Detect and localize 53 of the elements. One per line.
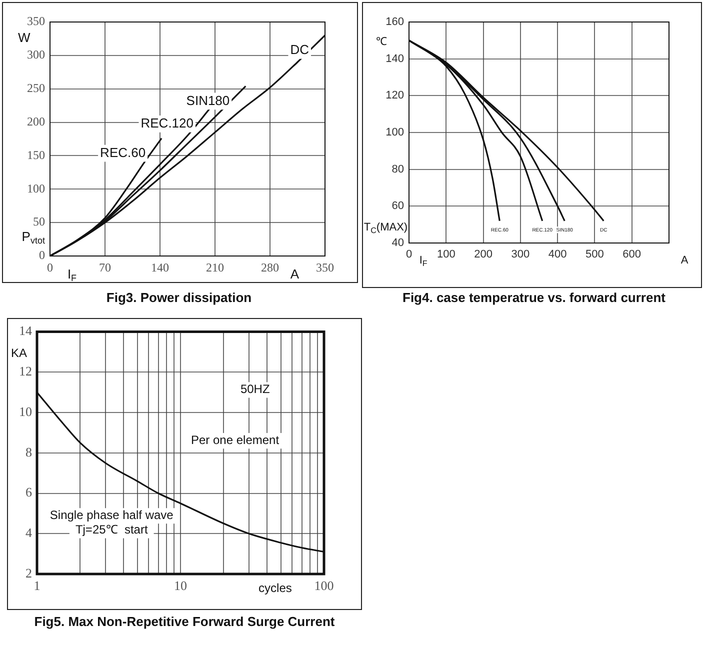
series-label: REC.60 (100, 144, 146, 160)
y-tick-label: 350 (27, 14, 45, 28)
x-tick-label: 0 (406, 248, 412, 261)
x-tick-label: 10 (174, 578, 187, 594)
x-tick-label: 100 (314, 578, 334, 594)
text: Fig3. Power dissipation (105, 290, 253, 305)
x-tick-label: 70 (99, 260, 111, 274)
y-tick-label: 60 (392, 200, 404, 212)
annotation: Per one element (191, 433, 280, 448)
y-tick-label: 100 (27, 181, 45, 196)
y-tick-label: 200 (27, 114, 45, 128)
y-tick-label: 10 (19, 404, 32, 419)
x-axis-title: A (680, 254, 689, 267)
series-label: REC.120 (140, 115, 194, 130)
x-tick-label: 200 (474, 248, 492, 261)
text: Fig5. Max Non-Repetitive Forward Surge Current (33, 614, 336, 629)
y-tick-label: 4 (26, 525, 32, 540)
x-tick-label: 300 (511, 248, 530, 261)
series-label: DC (290, 42, 310, 57)
y-tick-label: 250 (27, 81, 45, 96)
y-axis-title: ℃ (376, 36, 387, 48)
x-tick-label: 600 (622, 248, 642, 261)
y-axis-title: W (18, 30, 32, 45)
x-tick-label: 210 (206, 260, 224, 274)
y-tick-label: 12 (19, 364, 32, 379)
x-tick-label: 400 (548, 248, 567, 261)
text: Fig4. case temperatrue vs. forward current (402, 290, 666, 305)
y-tick-label: 160 (386, 16, 404, 28)
x-tick-label: 280 (261, 260, 279, 274)
y-axis-title: KA (11, 346, 28, 360)
x-tick-label: 140 (151, 260, 169, 274)
y-tick-label: 300 (27, 48, 45, 62)
x-axis-title: A (290, 266, 300, 282)
x-tick-label: 1 (34, 578, 40, 594)
x-tick-label: 100 (436, 248, 456, 261)
y-tick-label: 100 (386, 126, 404, 139)
annotation: 50HZ (240, 382, 270, 396)
y-tick-label: 80 (392, 163, 404, 176)
x-axis-title: cycles (258, 580, 292, 595)
annotation: Tj=25℃ start (75, 522, 148, 537)
y-tick-label: 6 (26, 484, 32, 500)
y-tick-label: 140 (386, 52, 404, 65)
y-tick-label: 8 (26, 444, 32, 460)
x-tick-label: 500 (586, 248, 604, 261)
y-tick-label: 2 (26, 565, 32, 580)
y-tick-label: 150 (27, 148, 45, 162)
series-label: SIN180 (186, 92, 230, 108)
y-tick-label: 50 (33, 214, 45, 229)
y-tick-label: 14 (19, 323, 32, 338)
x-tick-label: 350 (316, 260, 334, 274)
y-tick-label: 120 (386, 90, 404, 102)
y-tick-label: 40 (392, 237, 404, 250)
annotation: Single phase half wave (50, 508, 174, 522)
